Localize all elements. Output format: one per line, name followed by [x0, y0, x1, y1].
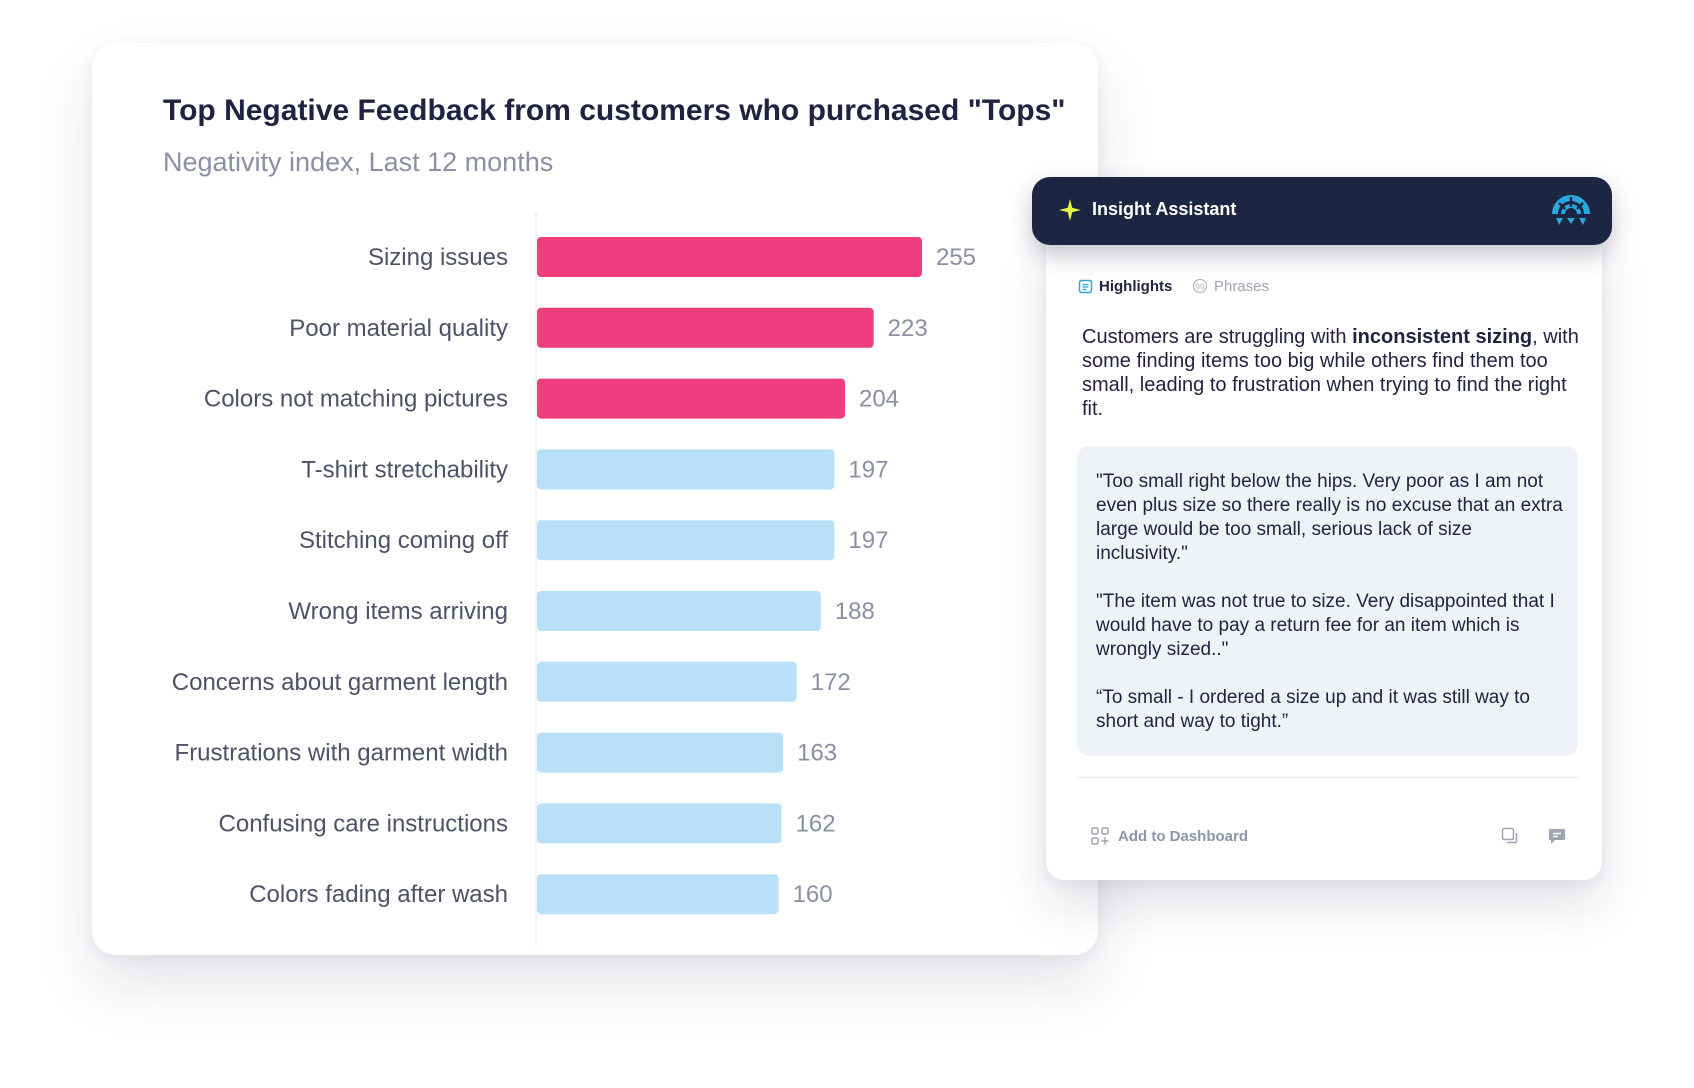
bar[interactable]	[537, 661, 797, 702]
bar[interactable]	[537, 307, 874, 348]
svg-text:99: 99	[1196, 283, 1205, 292]
feedback-icon[interactable]	[1547, 826, 1567, 846]
category-label: Wrong items arriving	[288, 598, 508, 625]
value-label: 160	[793, 881, 833, 908]
tab-highlights-label: Highlights	[1099, 277, 1173, 295]
customer-quote: “To small - I ordered a size up and it w…	[1096, 687, 1531, 732]
category-label: Stitching coming off	[299, 527, 508, 554]
value-label: 188	[835, 598, 875, 625]
value-label: 223	[888, 315, 928, 342]
summary-emphasis: inconsistent sizing	[1352, 326, 1533, 348]
category-label: Concerns about garment length	[172, 669, 508, 696]
value-label: 255	[936, 244, 976, 271]
bar[interactable]	[537, 378, 845, 419]
bar[interactable]	[537, 520, 835, 561]
bar[interactable]	[537, 237, 922, 277]
bar[interactable]	[537, 874, 779, 915]
grid-plus-icon	[1091, 827, 1109, 845]
insight-assistant-header: Insight Assistant	[1032, 177, 1612, 245]
bar[interactable]	[537, 449, 835, 490]
customer-quote: "The item was not true to size. Very dis…	[1096, 591, 1555, 660]
value-label: 162	[796, 810, 836, 837]
summary-text-after: , with some finding items too big while …	[1082, 326, 1579, 420]
panel-divider	[1078, 777, 1578, 778]
chart-subtitle: Negativity index, Last 12 months	[163, 147, 554, 177]
category-label: Frustrations with garment width	[175, 740, 508, 767]
bar[interactable]	[537, 591, 821, 631]
value-label: 172	[811, 669, 851, 696]
bar[interactable]	[537, 732, 784, 773]
tab-highlights[interactable]: Highlights	[1078, 275, 1172, 297]
category-label: Colors fading after wash	[249, 881, 508, 908]
chart-title: Top Negative Feedback from customers who…	[163, 94, 1066, 127]
insight-summary: Customers are struggling with inconsiste…	[1082, 325, 1582, 421]
document-icon	[1078, 279, 1093, 293]
tab-phrases-label: Phrases	[1214, 277, 1270, 295]
chart-card	[92, 43, 1098, 955]
summary-text-before: Customers are struggling with	[1082, 326, 1353, 348]
category-label: Colors not matching pictures	[204, 386, 508, 413]
tab-phrases[interactable]: 99 Phrases	[1192, 275, 1269, 297]
value-label: 163	[797, 740, 837, 767]
value-label: 197	[848, 527, 888, 554]
quote-bubble-icon: 99	[1192, 278, 1208, 294]
sparkle-star-icon	[1059, 199, 1081, 221]
value-label: 197	[848, 456, 888, 483]
bar[interactable]	[537, 803, 782, 844]
dashboard-gauge-icon[interactable]	[1552, 192, 1590, 230]
customer-quote: "Too small right below the hips. Very po…	[1096, 471, 1563, 564]
category-label: Poor material quality	[289, 315, 508, 342]
category-label: T-shirt stretchability	[301, 456, 508, 483]
copy-icon[interactable]	[1500, 826, 1520, 846]
category-label: Confusing care instructions	[219, 810, 508, 837]
category-label: Sizing issues	[368, 244, 508, 271]
add-to-dashboard-label: Add to Dashboard	[1118, 827, 1248, 845]
insight-assistant-title: Insight Assistant	[1092, 199, 1237, 219]
value-label: 204	[859, 386, 899, 413]
customer-quotes-box: "Too small right below the hips. Very po…	[1077, 446, 1578, 756]
add-to-dashboard-button[interactable]: Add to Dashboard	[1090, 825, 1248, 847]
